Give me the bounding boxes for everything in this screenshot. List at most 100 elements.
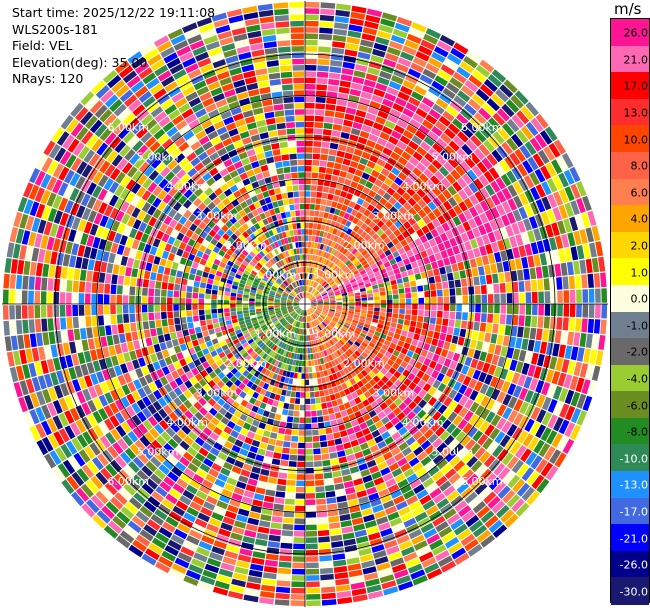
velocity-gate [482, 342, 490, 352]
velocity-gate [351, 258, 359, 265]
velocity-gate [356, 220, 364, 228]
velocity-gate [310, 287, 314, 293]
velocity-gate [305, 33, 318, 40]
velocity-gate [286, 486, 296, 493]
velocity-gate [320, 289, 326, 294]
velocity-gate [440, 365, 449, 375]
velocity-gate [345, 342, 352, 348]
velocity-gate [422, 322, 429, 330]
velocity-gate [518, 192, 529, 206]
velocity-gate [317, 298, 323, 301]
velocity-gate [499, 84, 514, 98]
velocity-gate [567, 232, 576, 247]
velocity-gate [432, 515, 446, 527]
velocity-gate [480, 408, 491, 420]
velocity-gate [323, 305, 330, 307]
velocity-gate [336, 237, 343, 244]
velocity-gate [314, 319, 319, 326]
velocity-gate [570, 391, 581, 407]
velocity-gate [72, 316, 79, 329]
velocity-gate [110, 314, 117, 325]
velocity-gate [438, 166, 450, 177]
velocity-gate [207, 278, 214, 285]
velocity-gate [482, 362, 491, 373]
velocity-gate [316, 309, 322, 313]
velocity-gate [327, 290, 333, 294]
velocity-gate [464, 491, 478, 504]
velocity-gate [53, 317, 61, 331]
velocity-gate [161, 319, 168, 327]
velocity-gate [392, 103, 405, 113]
velocity-gate [361, 300, 368, 304]
velocity-gate [336, 150, 345, 158]
velocity-gate [336, 398, 344, 406]
velocity-gate [316, 332, 320, 339]
velocity-gate [331, 400, 338, 407]
velocity-gate [327, 213, 334, 220]
velocity-gate [366, 584, 382, 594]
velocity-gate [354, 169, 364, 177]
velocity-gate [334, 572, 349, 580]
velocity-gate [310, 306, 316, 310]
velocity-gate [315, 294, 321, 298]
velocity-gate [288, 461, 297, 467]
velocity-gate [410, 280, 417, 287]
velocity-gate [595, 241, 604, 257]
velocity-gate [314, 122, 324, 129]
velocity-gate [341, 204, 348, 212]
velocity-gate [405, 452, 416, 462]
velocity-gate [361, 297, 368, 301]
velocity-gate [561, 234, 570, 248]
velocity-gate [359, 344, 366, 351]
velocity-gate [359, 502, 371, 511]
velocity-gate [465, 514, 480, 528]
velocity-gate [406, 350, 414, 358]
velocity-gate [385, 478, 397, 488]
velocity-gate [313, 320, 318, 326]
velocity-gate [305, 292, 307, 298]
velocity-gate [428, 147, 439, 158]
velocity-gate [541, 196, 552, 211]
velocity-gate [255, 487, 266, 495]
velocity-gate [319, 287, 324, 292]
velocity-gate [314, 204, 321, 211]
velocity-gate [119, 333, 126, 344]
velocity-gate [347, 273, 354, 279]
velocity-gate [375, 363, 383, 371]
velocity-gate [437, 259, 445, 268]
velocity-gate [387, 359, 395, 367]
velocity-gate [422, 256, 431, 265]
velocity-gate [306, 292, 308, 298]
velocity-gate [349, 88, 362, 97]
velocity-gate [497, 448, 509, 462]
velocity-gate [361, 304, 368, 307]
velocity-gate [366, 286, 372, 291]
velocity-gate [318, 46, 331, 53]
velocity-gate [321, 311, 328, 315]
velocity-gate [481, 304, 488, 313]
velocity-gate [261, 306, 268, 309]
velocity-gate [339, 286, 346, 291]
velocity-gate [363, 572, 379, 581]
velocity-gate [474, 447, 486, 459]
velocity-gate [479, 275, 487, 285]
velocity-gate [236, 310, 243, 315]
velocity-gate [400, 85, 413, 96]
velocity-gate [38, 346, 46, 361]
velocity-gate [530, 406, 541, 421]
velocity-gate [325, 355, 331, 362]
velocity-gate [374, 307, 380, 312]
velocity-gate [230, 296, 236, 301]
velocity-gate [408, 457, 420, 467]
velocity-gate [502, 489, 516, 504]
velocity-gate [287, 473, 297, 480]
velocity-gate [327, 325, 333, 330]
velocity-gate [340, 315, 347, 320]
velocity-gate [525, 101, 539, 117]
velocity-gate [427, 211, 437, 221]
velocity-gate [579, 363, 589, 378]
velocity-gate [338, 377, 345, 384]
velocity-gate [492, 445, 504, 458]
velocity-gate [336, 268, 342, 275]
velocity-gate [348, 201, 356, 209]
